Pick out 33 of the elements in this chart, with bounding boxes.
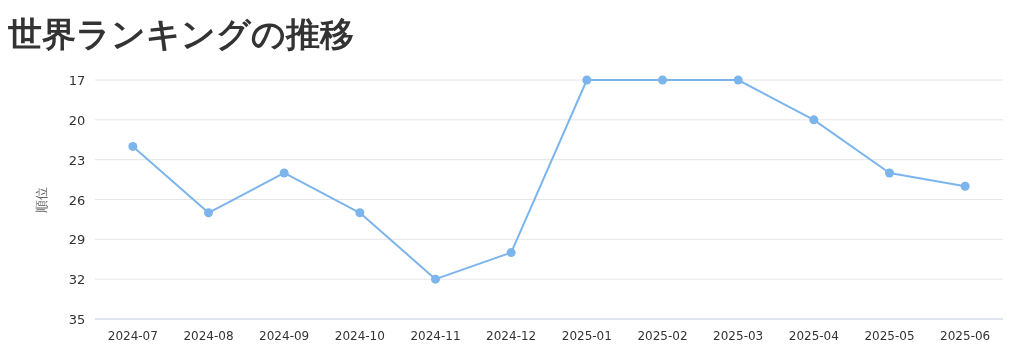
point (431, 274, 440, 284)
point (960, 181, 970, 191)
chart-title: 世界ランキングの推移 (7, 14, 354, 54)
point (885, 168, 894, 178)
point (733, 75, 743, 85)
x-tick-label: 2024-10 (334, 329, 385, 343)
point (355, 208, 365, 218)
y-tick-label: 23 (68, 152, 86, 168)
y-tick-label: 26 (68, 192, 86, 208)
x-tick-label: 2024-11 (410, 329, 461, 343)
x-tick-label: 2025-01 (561, 329, 612, 343)
x-tick-label: 2025-03 (713, 329, 764, 343)
y-axis-title: 順位 (34, 186, 49, 213)
point (279, 168, 289, 178)
point (582, 75, 592, 85)
y-tick-label: 35 (68, 312, 86, 327)
y-tick-label: 32 (68, 272, 86, 288)
x-tick-label: 2024-09 (259, 329, 310, 343)
point (658, 75, 667, 85)
x-tick-label: 2025-04 (788, 329, 839, 343)
point (128, 141, 138, 151)
point (809, 115, 819, 125)
x-tick-label: 2024-12 (486, 329, 537, 343)
y-tick-label: 20 (68, 112, 86, 128)
x-tick-label: 2025-05 (864, 329, 915, 343)
point (204, 208, 213, 218)
x-tick-label: 2025-06 (940, 329, 991, 343)
y-tick-label: 29 (68, 232, 86, 248)
x-tick-label: 2024-08 (183, 329, 234, 343)
x-tick-label: 2024-07 (107, 329, 158, 343)
y-tick-label: 17 (68, 73, 86, 88)
x-tick-label: 2025-02 (637, 329, 688, 343)
point (506, 248, 516, 258)
